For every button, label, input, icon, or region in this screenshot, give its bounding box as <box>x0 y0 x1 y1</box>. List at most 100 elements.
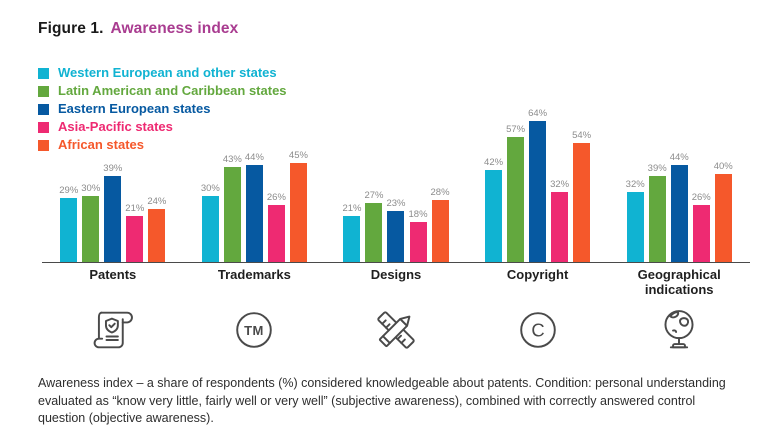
bar <box>148 209 166 262</box>
category-label: Copyright <box>467 267 609 302</box>
category-label: Patents <box>42 267 184 302</box>
bar-cell: 29% <box>59 185 78 262</box>
category-labels-row: Patents Trademarks Designs Copyright Geograp… <box>42 267 750 302</box>
legend-swatch <box>38 121 49 133</box>
bar-cell: 45% <box>289 150 308 262</box>
bar-cell: 54% <box>572 130 591 262</box>
bar-value-label: 28% <box>430 187 450 199</box>
category-icon-patents <box>42 304 184 361</box>
bar-cell: 44% <box>670 152 689 262</box>
figure-title: Figure 1. Awareness index <box>0 0 768 38</box>
category-icon-trademarks: TM <box>184 304 326 361</box>
category-label: Trademarks <box>184 267 326 302</box>
bar-cell: 39% <box>648 163 667 262</box>
bar-cell: 44% <box>245 152 264 262</box>
category-icon-designs <box>325 304 467 361</box>
bar-group: 29% 30% 39% 21% 24% <box>42 98 184 262</box>
bar <box>714 174 732 262</box>
globe-icon <box>653 304 705 361</box>
bar-value-label: 44% <box>244 152 264 164</box>
bar <box>409 222 427 262</box>
bar <box>692 204 710 262</box>
legend-label: Asia-Pacific states <box>58 119 173 134</box>
bar-cell: 32% <box>626 179 645 262</box>
category-label-text: Geographical indications <box>637 267 721 297</box>
bar-cell: 64% <box>528 108 547 262</box>
bar-value-label: 43% <box>222 154 242 166</box>
bar-cell: 43% <box>223 154 242 262</box>
bar-group: 30% 43% 44% 26% 45% <box>184 98 326 262</box>
bar-value-label: 21% <box>125 202 145 214</box>
bar-cell: 23% <box>386 198 406 262</box>
bar <box>648 176 666 262</box>
category-label: Designs <box>325 267 467 302</box>
bar-value-label: 42% <box>484 156 504 168</box>
bar-cell: 21% <box>342 203 361 262</box>
category-icon-geographical <box>608 304 750 361</box>
bar-cell: 18% <box>409 209 428 262</box>
legend-swatch <box>38 67 49 79</box>
bar-value-label: 30% <box>81 183 101 194</box>
legend-swatch <box>38 139 49 151</box>
bar <box>104 176 122 262</box>
bar-cell: 26% <box>692 192 711 262</box>
bar-value-label: 45% <box>288 150 308 161</box>
bar-value-label: 32% <box>550 178 570 190</box>
bar-value-label: 24% <box>147 196 167 208</box>
bar-value-label: 29% <box>59 185 79 197</box>
bar-value-label: 40% <box>713 161 733 172</box>
bar-cell: 28% <box>431 187 450 262</box>
bar <box>507 136 525 262</box>
bar-value-label: 44% <box>669 152 689 164</box>
bar <box>551 191 569 262</box>
bar-value-label: 54% <box>572 130 592 142</box>
chart-plot-area: 29% 30% 39% 21% 24% 30% 43% 44% 26% 45% 21% 27% 23% 1… <box>42 98 750 263</box>
legend-label: Western European and other states <box>58 65 277 80</box>
bar-group: 32% 39% 44% 26% 40% <box>608 98 750 262</box>
svg-text:TM: TM <box>244 323 264 338</box>
bar <box>289 163 307 262</box>
bar-chart: 29% 30% 39% 21% 24% 30% 43% 44% 26% 45% 21% 27% 23% 1… <box>42 98 750 361</box>
patent-scroll-icon <box>87 304 139 361</box>
bar-group: 21% 27% 23% 18% 28% <box>325 98 467 262</box>
category-label-text: Trademarks <box>217 267 291 282</box>
bar-cell: 30% <box>81 183 100 262</box>
pencil-ruler-icon <box>370 304 422 361</box>
bar <box>343 215 361 262</box>
category-icons-row: TM <box>42 304 750 361</box>
bar-cell: 57% <box>506 124 525 262</box>
bar-cell: 21% <box>125 203 144 262</box>
bar-value-label: 30% <box>200 183 220 194</box>
category-label: Geographical indications <box>608 267 750 302</box>
bar-group: 42% 57% 64% 32% 54% <box>467 98 609 262</box>
bar-value-label: 39% <box>647 163 667 175</box>
bar-value-label: 32% <box>625 178 645 190</box>
bar-cell: 40% <box>714 161 733 262</box>
legend-swatch <box>38 85 49 97</box>
legend-item: Western European and other states <box>38 66 287 80</box>
figure-name: Awareness index <box>110 20 239 37</box>
bar <box>431 200 449 262</box>
category-label-text: Copyright <box>506 267 569 282</box>
trademark-circle-icon: TM <box>228 304 280 361</box>
legend-item: African states <box>38 138 287 152</box>
legend-label: African states <box>58 137 144 152</box>
legend-item: Eastern European states <box>38 102 287 116</box>
bar <box>485 169 503 262</box>
bar-cell: 32% <box>550 179 569 262</box>
svg-text:C: C <box>531 320 544 341</box>
bar <box>573 143 591 262</box>
bar <box>201 196 219 262</box>
bar-cell: 30% <box>201 183 220 262</box>
bar-cell: 27% <box>364 190 383 262</box>
figure-caption: Awareness index – a share of respondents… <box>38 376 726 425</box>
bar-value-label: 23% <box>386 198 406 210</box>
category-icon-copyright: C <box>467 304 609 361</box>
copyright-circle-icon: C <box>512 304 564 361</box>
bar-value-label: 26% <box>691 191 711 203</box>
legend-swatch <box>38 103 49 115</box>
bar-value-label: 64% <box>528 108 548 120</box>
chart-legend: Western European and other states Latin A… <box>38 66 287 156</box>
figure-number: Figure 1. <box>38 20 104 37</box>
